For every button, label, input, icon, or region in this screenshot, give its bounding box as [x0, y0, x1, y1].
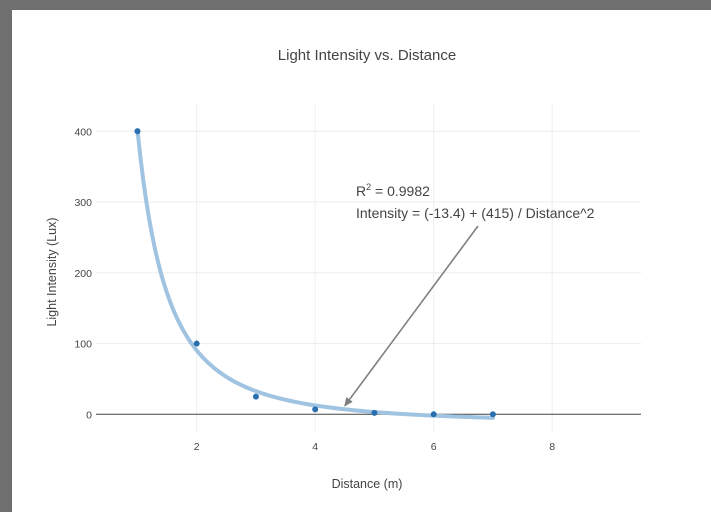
annotation-r2-base: R: [356, 183, 366, 199]
annotation-r2-sup: 2: [366, 182, 371, 192]
data-point: [193, 340, 200, 347]
data-points: [134, 128, 496, 418]
annotation-equation: Intensity = (-13.4) + (415) / Distance^2: [356, 205, 595, 221]
annotation-arrow: [344, 225, 479, 407]
annotation-r2: R2 = 0.9982: [356, 182, 430, 199]
y-axis-title: Light Intensity (Lux): [45, 217, 59, 326]
data-point: [312, 406, 319, 413]
data-point: [371, 409, 378, 416]
x-tick-label: 6: [431, 441, 437, 453]
y-tick-label: 400: [74, 126, 92, 138]
y-tick-label: 200: [74, 268, 92, 280]
tick-labels: 2 4 6 8 0 100 200 300 400: [74, 126, 555, 453]
annotation-r2-value: = 0.9982: [371, 183, 430, 199]
y-tick-label: 100: [74, 339, 92, 351]
data-point: [489, 411, 496, 418]
y-tick-label: 300: [74, 197, 92, 209]
grid: [96, 103, 641, 432]
data-point: [430, 411, 437, 418]
x-tick-label: 2: [194, 441, 200, 453]
y-tick-label: 0: [86, 409, 92, 421]
chart-title: Light Intensity vs. Distance: [278, 47, 456, 64]
x-axis-title: Distance (m): [332, 477, 403, 491]
x-tick-label: 8: [549, 441, 555, 453]
data-point: [252, 393, 259, 400]
data-point: [134, 128, 141, 135]
x-tick-label: 4: [312, 441, 318, 453]
chart-panel: [12, 10, 711, 512]
